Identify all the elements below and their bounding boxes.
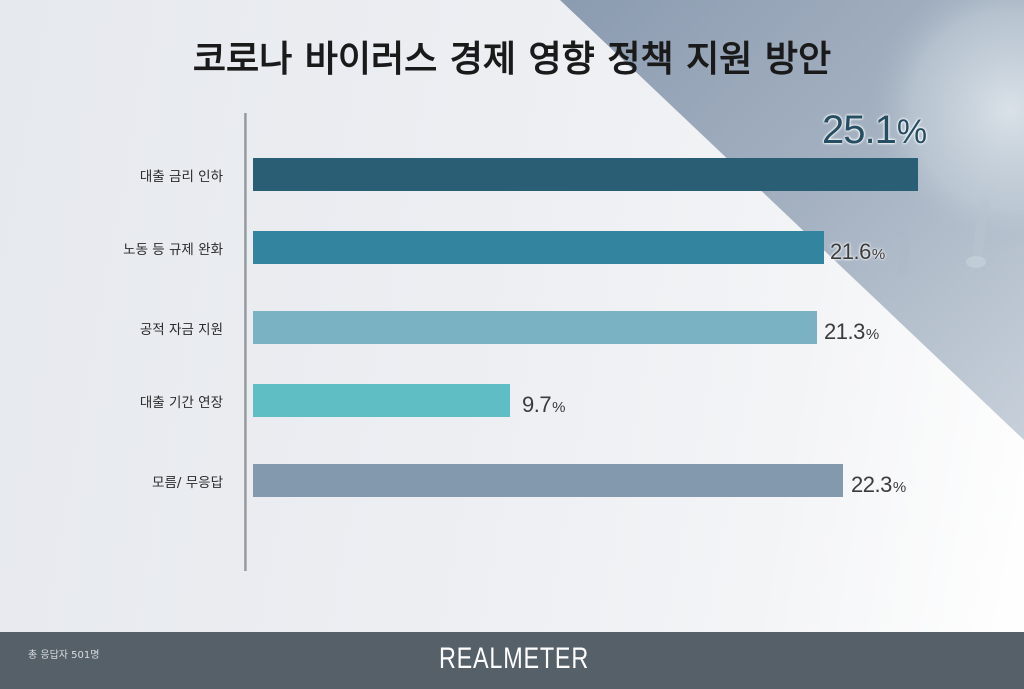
- value-label: 25.1%: [822, 108, 927, 152]
- y-axis-line: [244, 113, 247, 571]
- category-label: 대출 금리 인하: [139, 169, 223, 185]
- chart-title: 코로나 바이러스 경제 영향 정책 지원 방안: [192, 39, 832, 80]
- bar-loan-interest-cut: [253, 158, 918, 191]
- bar-row-loan-interest-cut: 대출 금리 인하 25.1%: [0, 108, 1024, 192]
- value-label: 21.3%: [824, 319, 879, 344]
- category-label: 대출 기간 연장: [139, 395, 223, 411]
- bar-row-public-funds: 공적 자금 지원 21.3%: [0, 311, 1024, 345]
- bar-row-labor-deregulation: 노동 등 규제 완화 21.6%: [0, 231, 1024, 265]
- bar-row-dont-know: 모름/ 무응답 22.3%: [0, 464, 1024, 498]
- value-label: 9.7%: [522, 392, 565, 417]
- footer-bar: 총 응답자 501명 REALMETER: [0, 632, 1024, 689]
- category-label: 노동 등 규제 완화: [123, 242, 223, 258]
- respondent-count: 총 응답자 501명: [28, 650, 100, 661]
- bar-row-loan-extension: 대출 기간 연장 9.7%: [0, 384, 1024, 418]
- category-label: 공적 자금 지원: [139, 322, 223, 338]
- bar-loan-extension: [253, 384, 510, 417]
- brand-logo: REALMETER: [438, 642, 590, 675]
- value-label: 22.3%: [851, 472, 906, 497]
- bar-dont-know: [253, 464, 843, 497]
- bar-labor-deregulation: [253, 231, 824, 264]
- value-label: 21.6%: [830, 239, 885, 264]
- category-label: 모름/ 무응답: [152, 475, 223, 491]
- bar-public-funds: [253, 311, 817, 344]
